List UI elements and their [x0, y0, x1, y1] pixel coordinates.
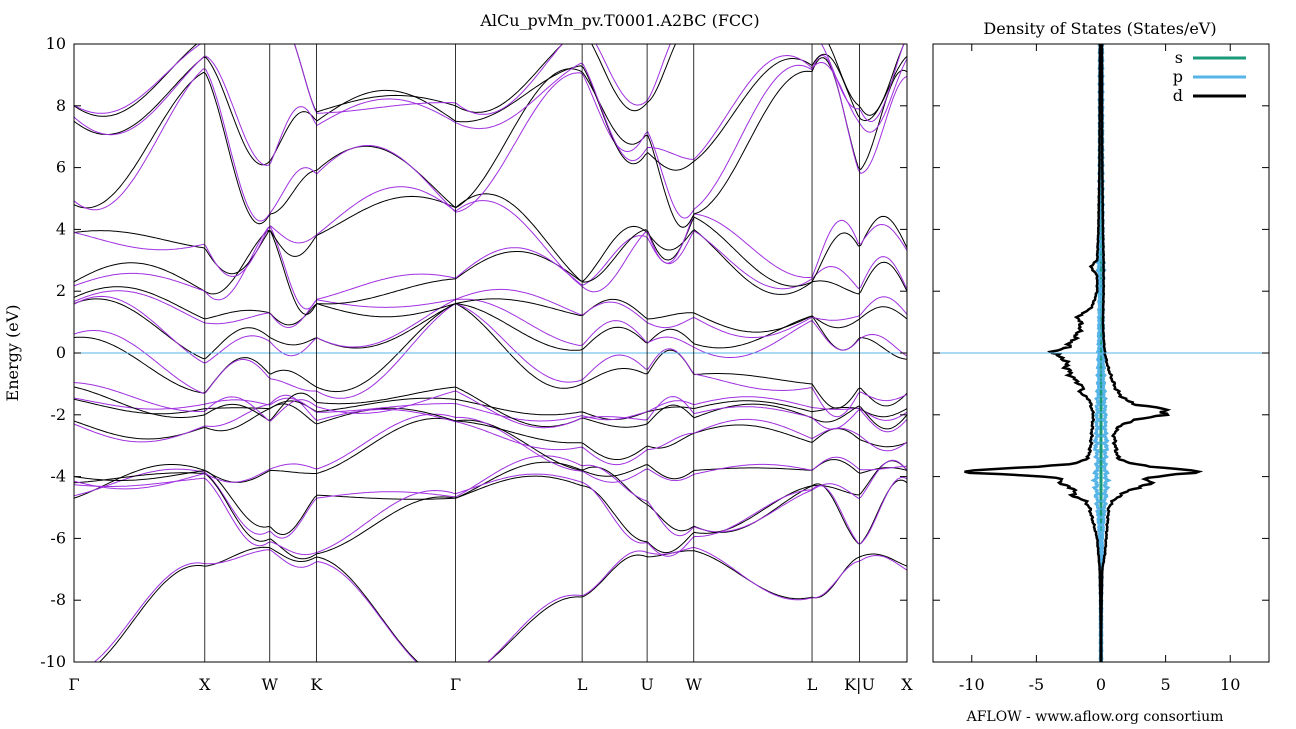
band-line-1 — [93, 546, 907, 662]
legend-label-d: d — [1173, 86, 1183, 105]
dos-frame — [932, 43, 1270, 663]
x-tick-label: U — [640, 675, 653, 694]
band-line-24 — [74, 57, 907, 228]
band-line-29 — [74, 44, 905, 123]
x-tick-label: Γ — [68, 675, 79, 694]
x-tick-label: L — [577, 675, 588, 694]
dos-x-tick-label: 10 — [1220, 675, 1240, 694]
y-tick-label: -10 — [40, 652, 66, 671]
y-tick-label: 2 — [56, 281, 66, 300]
y-tick-label: 0 — [56, 343, 66, 362]
y-tick-label: 10 — [46, 34, 66, 53]
dos-x-tick-label: 5 — [1161, 675, 1171, 694]
band-line-15 — [74, 303, 907, 418]
band-curves — [74, 44, 907, 662]
band-structure-title: AlCu_pvMn_pv.T0001.A2BC (FCC) — [479, 11, 759, 30]
dos-legend: spd — [1173, 48, 1246, 105]
band-line-11 — [74, 396, 907, 422]
dos-x-tick-label: -10 — [959, 675, 985, 694]
band-structure-frame — [73, 43, 908, 663]
band-line-9 — [74, 394, 907, 466]
y-tick-label: -4 — [50, 467, 66, 486]
y-tick-label: -6 — [50, 528, 66, 547]
y-tick-label: 8 — [56, 96, 66, 115]
x-tick-label: X — [901, 675, 913, 694]
x-tick-label: X — [199, 675, 211, 694]
band-line-3 — [74, 455, 907, 539]
band-line-18 — [74, 286, 907, 333]
footer-credit: AFLOW - www.aflow.org consortium — [966, 709, 1224, 725]
x-tick-label: Γ — [450, 675, 461, 694]
band-line-19 — [74, 288, 907, 338]
band-line-13 — [74, 382, 907, 433]
band-structure-panel: Γ X W K Γ L U W L K|U X 10 8 6 4 2 0 -2 -4 -6 -8 -10 — [40, 34, 913, 694]
band-line-17 — [74, 295, 907, 364]
dos-title: Density of States (States/eV) — [983, 19, 1216, 38]
band-line-0 — [98, 546, 907, 662]
y-tick-label: -2 — [50, 405, 66, 424]
legend-label-p: p — [1173, 67, 1183, 86]
band-line-4 — [74, 472, 907, 560]
band-line-28 — [74, 44, 905, 117]
band-line-27 — [74, 54, 907, 166]
band-line-16 — [74, 298, 907, 360]
band-line-20 — [74, 225, 907, 315]
x-tick-label: K — [310, 675, 323, 694]
band-line-25 — [74, 54, 907, 222]
y-tick-label: 4 — [56, 219, 66, 238]
x-tick-label: K|U — [844, 675, 875, 694]
band-line-21 — [74, 226, 907, 310]
band-line-12 — [74, 386, 907, 430]
dos-panel: -10 -5 0 5 10 spd — [932, 43, 1270, 694]
x-tick-label: W — [262, 675, 279, 694]
band-line-22 — [74, 193, 907, 287]
band-line-23 — [74, 186, 907, 293]
y-tick-label: -8 — [50, 590, 66, 609]
band-line-26 — [74, 53, 907, 171]
band-line-6 — [74, 417, 907, 483]
band-line-14 — [74, 303, 907, 409]
dos-x-tick-label: 0 — [1096, 675, 1106, 694]
x-tick-label: L — [807, 675, 818, 694]
y-axis-label: Energy (eV) — [3, 305, 22, 402]
y-tick-label: 6 — [56, 158, 66, 177]
legend-label-s: s — [1175, 48, 1183, 67]
dos-x-tick-label: -5 — [1029, 675, 1045, 694]
band-line-8 — [74, 403, 907, 460]
x-tick-label: W — [686, 675, 703, 694]
band-line-7 — [74, 413, 907, 490]
band-line-5 — [74, 473, 907, 557]
